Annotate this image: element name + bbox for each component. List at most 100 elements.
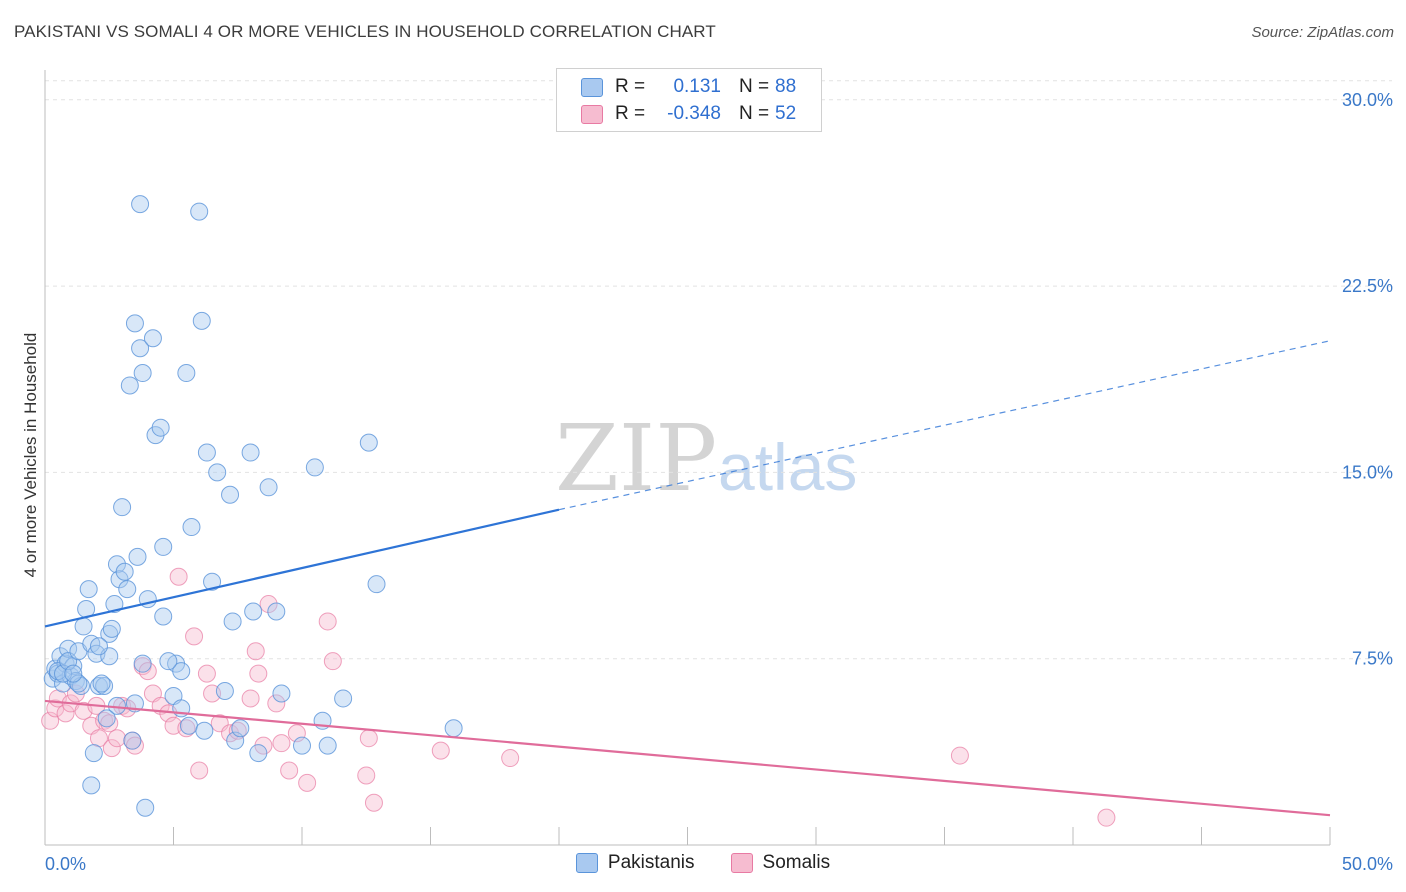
pakistanis-points [43,195,463,817]
pakistanis-point [195,721,214,740]
somalis-point [185,627,204,646]
pakistanis-swatch [581,77,603,97]
series-legend: Pakistanis Somalis [0,852,1406,874]
pakistanis-r-value: 0.131 [673,76,721,97]
somalis-point [318,612,337,631]
somalis-point [359,729,378,748]
pakistanis-point [154,537,173,556]
n-label: N = [739,103,770,124]
pakistanis-legend-swatch [575,853,598,873]
n-label: N = [739,76,770,97]
pakistanis-point [89,637,108,656]
pakistanis-point [267,602,286,621]
source-credit: Source: ZipAtlas.com [1251,24,1394,41]
somalis-point [177,719,196,738]
pakistanis-point [305,458,324,477]
somalis-points [41,567,1116,827]
somalis-point [950,746,969,765]
watermark-zip: ZIP [555,405,717,512]
somalis-point [125,736,144,755]
somalis-point [364,793,383,812]
somalis-swatch [581,104,603,124]
pakistanis-point [179,716,198,735]
pakistanis-point [89,677,108,696]
pakistanis-trend-line [44,508,560,628]
pakistanis-point [128,547,147,566]
somalis-point [501,749,520,768]
pakistanis-point [118,580,137,599]
pakistanis-point [221,485,240,504]
pakistanis-point [223,612,242,631]
x-tick-label: 0.0% [45,854,86,874]
pakistanis-point [133,364,152,383]
pakistanis-point [113,498,132,517]
pakistanis-n-value: 88 [775,76,797,97]
legend-item-somalis[interactable]: Somalis [730,852,830,874]
pakistanis-point [272,684,291,703]
pakistanis-point [107,555,126,574]
pakistanis-point [102,619,121,638]
pakistanis-point [259,478,278,497]
somalis-point [95,711,114,730]
somalis-r-value: -0.348 [667,103,721,124]
pakistanis-point [197,443,216,462]
r-label: R = [615,76,646,97]
somalis-point [197,664,216,683]
somalis-point [100,714,119,733]
pakistanis-point [159,652,178,671]
somalis-point [431,741,450,760]
pakistanis-point [444,719,463,738]
pakistanis-point [120,376,139,395]
pakistanis-point [367,575,386,594]
legend-item-pakistanis[interactable]: Pakistanis [575,852,695,874]
pakistanis-point [82,776,101,795]
pakistanis-point [136,798,155,817]
somalis-point [267,694,286,713]
somalis-point [107,729,126,748]
pakistanis-point [249,744,268,763]
pakistanis-point [125,314,144,333]
pakistanis-point [131,195,150,214]
pakistanis-point [100,624,119,643]
somalis-point [259,595,278,614]
tick-labels: 7.5% 15.0% 22.5% 30.0% 0.0% 50.0% [45,90,1393,874]
somalis-point [249,664,268,683]
pakistanis-legend-label: Pakistanis [607,852,695,873]
chart-title: PAKISTANI VS SOMALI 4 OR MORE VEHICLES I… [14,22,716,41]
somalis-point [169,567,188,586]
pakistanis-point [79,580,98,599]
pakistanis-point [177,364,196,383]
pakistanis-point [143,329,162,348]
pakistanis-point [131,339,150,358]
somalis-point [272,734,291,753]
somalis-point [1097,808,1116,827]
pakistanis-point [151,418,170,437]
pakistanis-point [95,677,114,696]
somalis-point [280,761,299,780]
r-label: R = [615,103,646,124]
legend-row-somalis: R = -0.348 N = 52 [581,102,796,126]
y-tick-label: 15.0% [1342,462,1393,482]
pakistanis-point [115,562,134,581]
somalis-point [102,739,121,758]
pakistanis-point [92,674,111,693]
pakistanis-point [133,654,152,673]
somalis-point [56,704,75,723]
somalis-point [246,642,265,661]
pakistanis-point [69,674,88,693]
pakistanis-point [231,719,250,738]
pakistanis-point [241,443,260,462]
pakistanis-point [97,709,116,728]
y-tick-label: 30.0% [1342,90,1393,110]
pakistanis-point [190,202,209,221]
pakistanis-point [154,607,173,626]
pakistanis-point [59,639,78,658]
pakistanis-point [203,572,222,591]
legend-row-pakistanis: R = 0.131 N = 88 [581,75,796,99]
trend-lines [44,340,1331,817]
pakistanis-point [244,602,263,621]
somalis-point [323,652,342,671]
x-tick-label: 50.0% [1342,854,1393,874]
pakistanis-point [182,518,201,537]
